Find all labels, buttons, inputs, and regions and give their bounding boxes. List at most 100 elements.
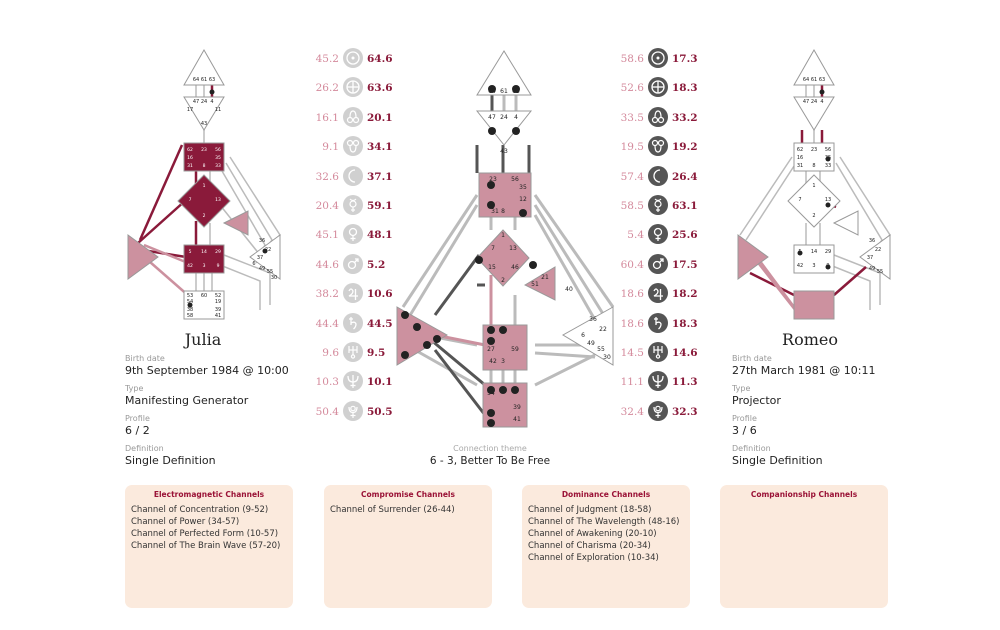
svg-text:60: 60 <box>201 293 207 299</box>
person-info-right: Birth date 27th March 1981 @ 10:11 Type … <box>732 348 902 468</box>
planet-row: 52.6 18.3 <box>610 75 720 104</box>
planet-row: 18.6 18.2 <box>610 281 720 310</box>
svg-text:15: 15 <box>488 264 496 271</box>
personality-value: 14.6 <box>672 346 698 359</box>
svg-text:29: 29 <box>215 249 221 255</box>
design-value: 45.2 <box>315 53 339 65</box>
list-item: Channel of Surrender (26-44) <box>330 505 455 515</box>
svg-text:1: 1 <box>501 232 505 239</box>
svg-text:33: 33 <box>825 163 831 169</box>
svg-text:38: 38 <box>187 307 193 313</box>
south-node-icon <box>648 136 668 157</box>
saturn-icon <box>343 312 363 333</box>
box-title: Electromagnetic Channels <box>153 490 265 499</box>
svg-text:61: 61 <box>811 77 817 83</box>
design-value: 26.2 <box>315 82 339 95</box>
type-label: Type <box>125 384 144 393</box>
svg-text:6: 6 <box>252 261 255 267</box>
list-item: Channel of Perfected Form (10-57) <box>131 529 279 539</box>
svg-text:31: 31 <box>187 163 193 169</box>
svg-text:40: 40 <box>565 286 573 293</box>
svg-text:8: 8 <box>501 208 505 215</box>
design-value: 18.6 <box>620 317 644 330</box>
svg-text:42: 42 <box>489 358 497 365</box>
list-item: Channel of Awakening (20-10) <box>528 529 657 539</box>
svg-text:55: 55 <box>877 269 883 275</box>
svg-text:4: 4 <box>514 114 518 121</box>
svg-text:24: 24 <box>500 114 508 121</box>
neptune-icon <box>648 371 668 392</box>
svg-text:30: 30 <box>271 275 277 281</box>
svg-text:54: 54 <box>187 299 193 305</box>
profile-value: 6 / 2 <box>125 424 150 437</box>
svg-text:52: 52 <box>215 293 221 299</box>
personality-value: 37.1 <box>367 170 393 183</box>
planet-row: 44.4 44.5 <box>305 311 415 340</box>
profile-label: Profile <box>125 414 150 423</box>
design-value: 57.4 <box>620 170 644 183</box>
personality-value: 9.5 <box>367 346 386 359</box>
design-value: 50.4 <box>315 405 339 418</box>
personality-value: 59.1 <box>367 199 393 212</box>
svg-text:36: 36 <box>589 316 597 323</box>
personality-value: 32.3 <box>672 405 698 418</box>
birth-date-value: 9th September 1984 @ 10:00 <box>125 364 289 377</box>
planet-row: 45.2 64.6 <box>305 46 415 75</box>
svg-text:53: 53 <box>187 293 193 299</box>
svg-text:22: 22 <box>599 326 607 333</box>
svg-text:19: 19 <box>215 299 221 305</box>
svg-text:4: 4 <box>820 99 823 105</box>
birth-date-label: Birth date <box>732 354 772 363</box>
svg-text:3: 3 <box>203 263 206 269</box>
planet-row: 10.3 10.1 <box>305 369 415 398</box>
design-value: 9.6 <box>322 346 339 359</box>
design-value: 44.4 <box>315 317 339 330</box>
planet-row: 5.4 25.6 <box>610 222 720 251</box>
design-value: 5.4 <box>627 229 644 242</box>
planet-row: 14.5 14.6 <box>610 340 720 369</box>
list-item: Channel of Power (34-57) <box>131 517 240 527</box>
svg-text:13: 13 <box>825 197 831 203</box>
design-value: 19.5 <box>620 141 644 154</box>
list-item: Channel of Concentration (9-52) <box>131 505 269 515</box>
planet-row: 20.4 59.1 <box>305 193 415 222</box>
definition-label: Definition <box>125 444 164 453</box>
svg-text:37: 37 <box>257 255 263 261</box>
svg-text:1: 1 <box>203 183 206 189</box>
svg-text:1: 1 <box>812 183 815 189</box>
planet-row: 19.5 19.2 <box>610 134 720 163</box>
svg-text:63: 63 <box>209 77 215 83</box>
personality-value: 17.5 <box>672 258 698 271</box>
uranus-icon <box>343 341 363 362</box>
svg-text:43: 43 <box>500 148 508 155</box>
north-node-icon <box>648 106 668 127</box>
svg-text:63: 63 <box>819 77 825 83</box>
svg-text:14: 14 <box>811 249 817 255</box>
channel-list: Channel of Concentration (9-52) Channel … <box>131 504 293 552</box>
svg-text:47: 47 <box>488 114 496 121</box>
svg-text:3: 3 <box>501 358 505 365</box>
venus-icon <box>648 224 668 245</box>
list-item: Channel of The Wavelength (48-16) <box>528 517 680 527</box>
definition-value: Single Definition <box>125 454 216 467</box>
profile-value: 3 / 6 <box>732 424 757 437</box>
design-value: 16.1 <box>315 111 339 124</box>
svg-text:62: 62 <box>797 147 803 153</box>
planet-row: 16.1 20.1 <box>305 105 415 134</box>
planet-row: 58.5 63.1 <box>610 193 720 222</box>
svg-text:36: 36 <box>869 238 875 244</box>
svg-text:46: 46 <box>511 264 519 271</box>
svg-text:61: 61 <box>201 77 207 83</box>
svg-text:7: 7 <box>798 197 801 203</box>
moon-icon <box>343 165 363 186</box>
svg-text:55: 55 <box>267 269 273 275</box>
svg-text:62: 62 <box>187 147 193 153</box>
planet-row: 11.1 11.3 <box>610 369 720 398</box>
svg-text:51: 51 <box>531 281 539 288</box>
svg-text:56: 56 <box>215 147 221 153</box>
saturn-icon <box>648 312 668 333</box>
list-item: Channel of Exploration (10-34) <box>528 553 659 563</box>
jupiter-icon <box>343 283 363 304</box>
